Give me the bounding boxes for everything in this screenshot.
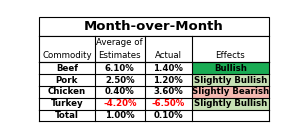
Bar (39, 17, 269, 36)
Text: Average of: Average of (97, 38, 143, 47)
Text: 1.00%: 1.00% (105, 111, 135, 120)
Text: 0.40%: 0.40% (105, 87, 135, 96)
Bar (145, 98, 192, 110)
Bar (39, 62, 95, 74)
Bar (39, 36, 269, 49)
Text: Effects: Effects (215, 51, 245, 60)
Bar (95, 86, 145, 98)
Text: Chicken: Chicken (48, 87, 86, 96)
Text: 1.20%: 1.20% (153, 75, 183, 85)
Bar (192, 62, 269, 74)
Text: 0.10%: 0.10% (153, 111, 183, 120)
Text: Turkey: Turkey (50, 99, 83, 108)
Bar (192, 74, 269, 86)
Bar (95, 110, 145, 121)
Text: -4.20%: -4.20% (103, 99, 136, 108)
Text: Slightly Bullish: Slightly Bullish (194, 75, 267, 85)
Text: 3.60%: 3.60% (153, 87, 183, 96)
Text: Month-over-Month: Month-over-Month (84, 20, 224, 33)
Bar (145, 86, 192, 98)
Text: Slightly Bearish: Slightly Bearish (192, 87, 269, 96)
Bar (145, 62, 192, 74)
Text: Estimates: Estimates (98, 51, 141, 60)
Bar (39, 98, 95, 110)
Text: Actual: Actual (154, 51, 182, 60)
Bar (39, 74, 95, 86)
Text: 6.10%: 6.10% (105, 64, 135, 73)
Text: Bullish: Bullish (214, 64, 247, 73)
Bar (39, 86, 95, 98)
Text: 2.50%: 2.50% (105, 75, 135, 85)
Bar (192, 98, 269, 110)
Text: Pork: Pork (56, 75, 78, 85)
Text: Commodity: Commodity (42, 51, 92, 60)
Text: Slightly Bullish: Slightly Bullish (194, 99, 267, 108)
Text: Total: Total (55, 111, 79, 120)
Bar (192, 110, 269, 121)
Text: Beef: Beef (56, 64, 78, 73)
Bar (145, 74, 192, 86)
Bar (95, 62, 145, 74)
Bar (95, 74, 145, 86)
Bar (39, 49, 269, 62)
Text: -6.50%: -6.50% (152, 99, 185, 108)
Text: 1.40%: 1.40% (153, 64, 183, 73)
Bar (145, 110, 192, 121)
Bar (39, 110, 95, 121)
Bar (95, 98, 145, 110)
Bar (192, 86, 269, 98)
